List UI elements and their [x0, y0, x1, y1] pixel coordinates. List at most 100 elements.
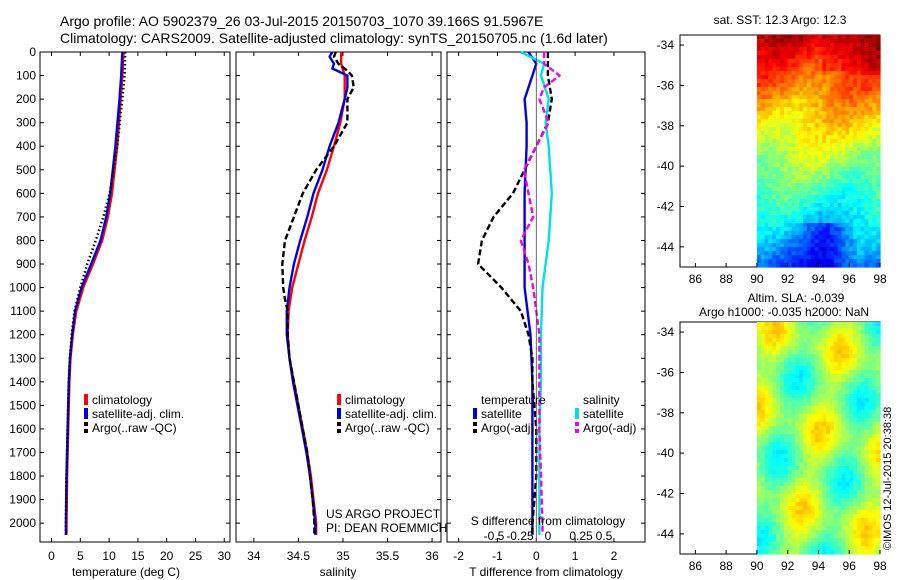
- heatmap-cell: [860, 338, 866, 343]
- heatmap-cell: [780, 131, 785, 136]
- heatmap-cell: [772, 107, 777, 112]
- heatmap-cell: [853, 366, 858, 371]
- heatmap-cell: [795, 143, 800, 148]
- heatmap-cell: [876, 518, 881, 523]
- heatmap-cell: [803, 430, 808, 435]
- heatmap-cell: [856, 159, 862, 164]
- heatmap-cell: [814, 147, 820, 152]
- heatmap-cell: [849, 107, 854, 112]
- heatmap-cell: [830, 115, 835, 120]
- heatmap-cell: [799, 203, 804, 208]
- heatmap-cell: [822, 67, 827, 72]
- heatmap-cell: [876, 522, 881, 527]
- heatmap-cell: [780, 175, 785, 180]
- heatmap-cell: [787, 542, 793, 547]
- heatmap-cell: [837, 442, 843, 447]
- heatmap-cell: [853, 526, 858, 531]
- heatmap-cell: [856, 175, 862, 180]
- heatmap-cell: [806, 235, 812, 240]
- heatmap-cell: [783, 474, 789, 479]
- heatmap-cell: [756, 167, 762, 172]
- salinity-legend-swatch-climatology: [337, 394, 341, 405]
- heatmap-cell: [810, 199, 816, 204]
- heatmap-cell: [830, 227, 835, 232]
- heatmap-cell: [806, 534, 812, 539]
- heatmap-cell: [849, 502, 854, 507]
- heatmap-cell: [845, 207, 850, 212]
- heatmap-cell: [783, 183, 789, 188]
- heatmap-cell: [818, 195, 823, 200]
- heatmap-cell: [787, 95, 793, 100]
- heatmap-cell: [764, 67, 770, 72]
- heatmap-cell: [814, 219, 820, 224]
- heatmap-cell: [872, 518, 877, 523]
- heatmap-cell: [803, 219, 808, 224]
- heatmap-cell: [783, 215, 789, 220]
- heatmap-cell: [841, 59, 846, 64]
- heatmap-cell: [806, 498, 812, 503]
- heatmap-cell: [860, 514, 866, 519]
- heatmap-cell: [787, 458, 793, 463]
- heatmap-cell: [872, 63, 877, 68]
- heatmap-cell: [841, 135, 846, 140]
- heatmap-cell: [860, 490, 866, 495]
- heatmap-cell: [810, 426, 816, 431]
- heatmap-cell: [776, 243, 781, 248]
- heatmap-cell: [841, 263, 846, 268]
- heatmap-cell: [760, 75, 766, 80]
- heatmap-cell: [864, 370, 870, 375]
- heatmap-cell: [876, 506, 881, 511]
- heatmap-cell: [756, 75, 762, 80]
- heatmap-cell: [826, 175, 831, 180]
- heatmap-cell: [864, 171, 870, 176]
- heatmap-cell: [876, 458, 881, 463]
- heatmap-cell: [776, 454, 781, 459]
- heatmap-cell: [833, 390, 839, 395]
- heatmap-cell: [845, 251, 850, 256]
- heatmap-cell: [845, 386, 850, 391]
- heatmap-cell: [868, 466, 873, 471]
- heatmap-cell: [845, 526, 850, 531]
- heatmap-cell: [872, 251, 877, 256]
- heatmap-cell: [806, 251, 812, 256]
- heatmap-cell: [841, 163, 846, 168]
- heatmap-cell: [822, 322, 827, 327]
- heatmap-cell: [818, 147, 823, 152]
- heatmap-cell: [768, 394, 773, 399]
- heatmap-cell: [849, 83, 854, 88]
- heatmap-cell: [787, 502, 793, 507]
- heatmap-cell: [876, 434, 881, 439]
- heatmap-cell: [822, 478, 827, 483]
- heatmap-cell: [845, 538, 850, 543]
- heatmap-cell: [853, 35, 858, 40]
- heatmap-cell: [776, 510, 781, 515]
- heatmap-cell: [776, 255, 781, 260]
- heatmap-cell: [830, 462, 835, 467]
- heatmap-cell: [780, 330, 785, 335]
- heatmap-cell: [837, 414, 843, 419]
- heatmap-cell: [841, 259, 846, 264]
- heatmap-cell: [806, 179, 812, 184]
- heatmap-cell: [787, 518, 793, 523]
- heatmap-cell: [853, 482, 858, 487]
- heatmap-cell: [814, 111, 820, 116]
- heatmap-cell: [799, 83, 804, 88]
- heatmap-cell: [768, 103, 773, 108]
- heatmap-cell: [783, 143, 789, 148]
- heatmap-cell: [787, 474, 793, 479]
- heatmap-cell: [768, 127, 773, 132]
- heatmap-cell: [826, 358, 831, 363]
- heatmap-cell: [783, 382, 789, 387]
- heatmap-cell: [764, 219, 770, 224]
- heatmap-cell: [795, 219, 800, 224]
- heatmap-cell: [872, 370, 877, 375]
- heatmap-cell: [868, 59, 873, 64]
- heatmap-cell: [803, 518, 808, 523]
- heatmap-cell: [791, 179, 796, 184]
- heatmap-cell: [764, 103, 770, 108]
- heatmap-cell: [772, 378, 777, 383]
- temperature-legend-satellite: satellite-adj. clim.: [92, 407, 184, 421]
- heatmap-cell: [864, 378, 870, 383]
- heatmap-cell: [810, 542, 816, 547]
- heatmap-cell: [868, 183, 873, 188]
